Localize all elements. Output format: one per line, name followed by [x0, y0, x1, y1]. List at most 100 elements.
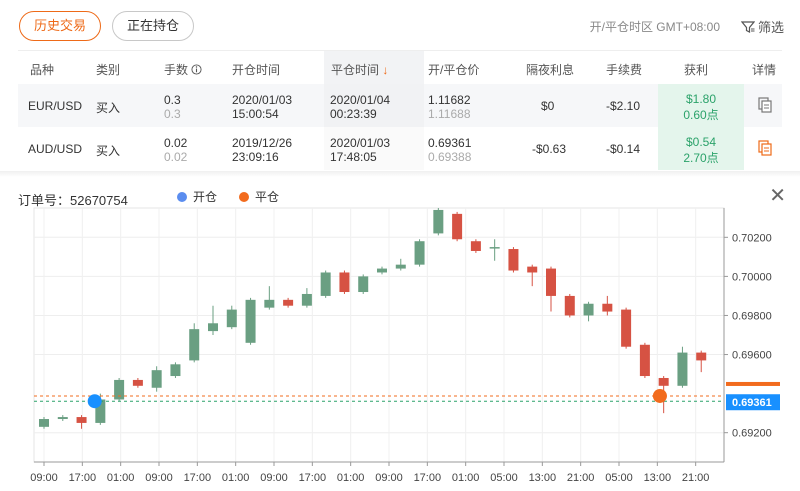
row-close-date: 2020/01/04 [330, 93, 391, 107]
header-type[interactable]: 类别 [96, 63, 121, 77]
legend-close-dot [239, 191, 250, 202]
candle-body [189, 329, 200, 361]
filter-label: 筛选 [757, 20, 784, 35]
header-close-time[interactable]: 平仓时间 ↓ [331, 61, 388, 78]
x-tick-label: 01:00 [107, 472, 135, 484]
document-icon[interactable] [758, 97, 772, 113]
row-fee: -$2.10 [606, 99, 641, 113]
candle-body [564, 295, 575, 316]
legend-close: 平仓 [239, 188, 279, 205]
panel-divider [0, 171, 800, 177]
row-close-date: 2020/01/03 [330, 136, 391, 150]
candle-body [696, 352, 707, 361]
current-price-tag [726, 394, 780, 411]
x-tick-label: 13:00 [644, 472, 672, 484]
row-profit: $0.54 [685, 135, 717, 149]
header-lots[interactable]: 手数 [164, 61, 202, 78]
row-close-price: 1.11688 [428, 107, 471, 121]
x-tick-label: 09:00 [145, 472, 173, 484]
x-tick-label: 17:00 [69, 472, 97, 484]
tab-open-positions[interactable]: 正在持仓 [112, 11, 194, 41]
profit-cell: $0.54 2.70点 [658, 127, 744, 170]
candle-body [677, 352, 688, 386]
candle-body [658, 377, 669, 386]
header-close-time-label: 平仓时间 [331, 63, 380, 77]
close-icon[interactable]: ✕ [769, 185, 786, 207]
row-open-clock: 15:00:54 [232, 107, 279, 121]
candle-body [95, 399, 106, 423]
row-lots: 0.02 [164, 136, 188, 150]
legend-close-label: 平仓 [255, 190, 280, 204]
x-tick-label: 17:00 [414, 472, 442, 484]
candle-body [377, 268, 387, 273]
row-open-clock: 23:09:16 [232, 150, 279, 164]
x-tick-label: 09:00 [30, 472, 58, 484]
candle-body [283, 299, 294, 306]
header-detail: 详情 [752, 63, 777, 77]
document-icon-active[interactable] [758, 140, 772, 156]
candle-body [301, 293, 312, 306]
table-header: 品种 类别 手数 开仓时间 平仓时间 ↓ 开/平仓价 隔夜利息 手续费 获利 详… [18, 50, 782, 85]
row-points: 0.60点 [683, 108, 719, 122]
timezone-label: 开/平仓时区 GMT+08:00 [589, 20, 720, 34]
chart-panel: 0.70200 0.70000 0.69800 0.69600 0.69200 09:00… [0, 178, 800, 491]
filter-icon [740, 20, 755, 33]
y-tick-label: 0.69600 [732, 350, 772, 362]
candle-body [132, 379, 143, 386]
filter-button[interactable]: 筛选 [740, 17, 784, 36]
row-type: 买入 [96, 144, 121, 158]
header-swap[interactable]: 隔夜利息 [526, 63, 575, 77]
sorted-column-bg [324, 51, 424, 85]
y-tick-label: 0.69800 [732, 310, 772, 322]
candle-body [39, 419, 49, 427]
row-swap: -$0.63 [532, 142, 567, 156]
close-marker [652, 388, 667, 403]
candle-body [583, 303, 594, 316]
candle-body [470, 241, 481, 251]
candle-body [76, 417, 87, 423]
candle-body [264, 299, 275, 308]
chart-legend: 开仓 平仓 [177, 188, 279, 205]
header-symbol[interactable]: 品种 [30, 63, 55, 77]
candle-body [226, 309, 237, 328]
tab-history[interactable]: 历史交易 [19, 11, 101, 41]
candle-body [245, 299, 256, 343]
x-tick-label: 05:00 [490, 472, 518, 484]
candle-body [358, 276, 369, 293]
header-profit[interactable]: 获利 [684, 63, 709, 77]
row-points: 2.70点 [683, 151, 719, 165]
x-tick-label: 05:00 [605, 472, 633, 484]
x-tick-label: 01:00 [337, 472, 365, 484]
candle-body [602, 303, 613, 312]
candle-body [489, 247, 500, 249]
candle-body [546, 268, 556, 296]
legend-open-label: 开仓 [193, 190, 218, 204]
candle-body [320, 272, 331, 296]
row-close-price: 0.69388 [428, 150, 472, 164]
row-close-clock: 17:48:05 [330, 150, 377, 164]
table-row[interactable]: EUR/USD 买入 0.3 0.3 2020/01/03 15:00:54 2… [18, 84, 782, 127]
candle-body [639, 344, 650, 377]
x-tick-label: 17:00 [184, 472, 212, 484]
x-tick-label: 21:00 [567, 472, 595, 484]
row-lots-sub: 0.02 [164, 150, 188, 164]
candle-body [395, 264, 406, 269]
x-tick-label: 13:00 [529, 472, 557, 484]
x-tick-label: 21:00 [682, 472, 710, 484]
row-lots: 0.3 [164, 93, 181, 107]
table-row[interactable]: AUD/USD 买入 0.02 0.02 2019/12/26 23:09:16… [18, 127, 782, 170]
order-number: 订单号：52670754 [18, 193, 128, 208]
header-open-time[interactable]: 开仓时间 [232, 63, 281, 77]
row-open-price: 1.11682 [428, 93, 471, 107]
header-fee[interactable]: 手续费 [606, 63, 643, 77]
candle-body [621, 309, 632, 347]
close-price-tag-bar [726, 381, 780, 386]
candlestick-chart[interactable]: 0.70200 0.70000 0.69800 0.69600 0.69200 09:00… [0, 178, 800, 491]
info-icon[interactable] [191, 64, 202, 75]
header-price[interactable]: 开/平仓价 [428, 63, 480, 77]
header-lots-label: 手数 [164, 63, 189, 77]
legend-open-dot [177, 191, 187, 202]
candle-body [208, 323, 218, 332]
x-tick-label: 01:00 [222, 472, 250, 484]
open-marker [87, 394, 102, 409]
